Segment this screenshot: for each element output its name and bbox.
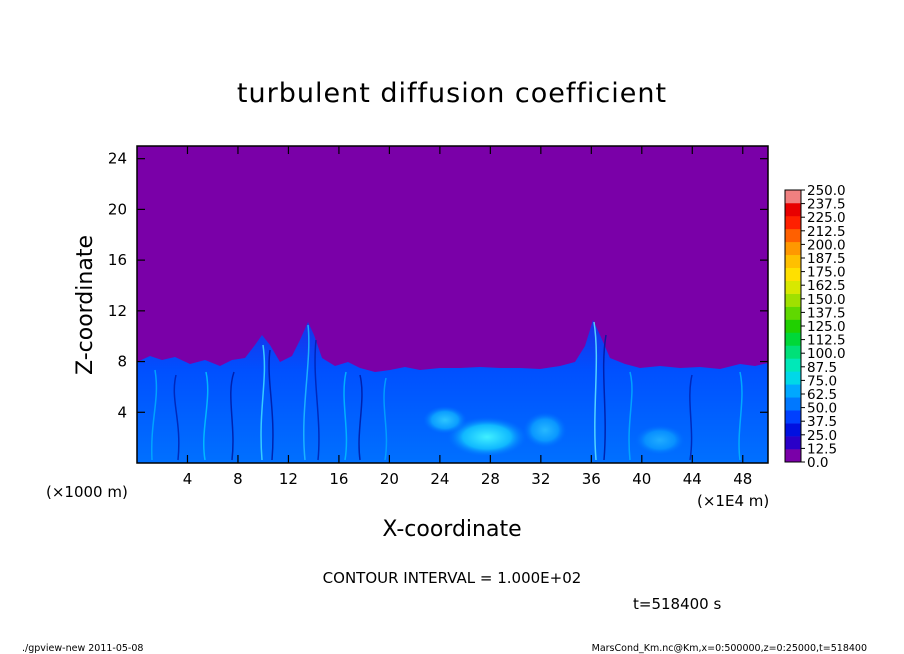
cyan-region [635, 425, 685, 455]
colorbar-label: 25.0 [807, 428, 837, 444]
x-unit-right: (×1E4 m) [697, 492, 769, 510]
colorbar-swatch [785, 449, 801, 463]
x-tick-label: 16 [329, 470, 348, 488]
x-tick-label: 36 [582, 470, 601, 488]
x-tick-label: 40 [632, 470, 651, 488]
colorbar-label: 237.5 [807, 197, 846, 213]
colorbar-swatch [785, 241, 801, 256]
colorbar-swatch [785, 332, 801, 346]
y-tick-label: 20 [108, 200, 127, 218]
y-tick-label: 16 [108, 251, 127, 269]
y-tick-label: 8 [117, 353, 127, 371]
colorbar-label: 112.5 [807, 333, 846, 349]
colorbar-label: 225.0 [807, 210, 846, 226]
y-axis-label: Z-coordinate [73, 235, 98, 375]
x-tick-label: 48 [733, 470, 752, 488]
x-tick-label: 12 [279, 470, 298, 488]
colorbar-label: 200.0 [807, 237, 846, 253]
colorbar-swatch [785, 423, 801, 437]
x-tick-label: 44 [683, 470, 702, 488]
cyan-region [447, 417, 527, 457]
colorbar-swatch [785, 319, 801, 333]
chart-title: turbulent diffusion coefficient [237, 78, 667, 109]
colorbar-swatch [785, 410, 801, 424]
colorbar-swatch [785, 293, 801, 307]
y-tick-label: 4 [117, 403, 127, 421]
x-tick-label: 20 [380, 470, 399, 488]
colorbar-swatch [785, 190, 801, 204]
colorbar-swatch [785, 384, 801, 398]
x-axis-label: X-coordinate [382, 517, 521, 542]
cyan-region [423, 406, 467, 434]
colorbar-swatch [785, 358, 801, 372]
colorbar-label: 212.5 [807, 224, 846, 240]
plot-area [137, 146, 768, 463]
colorbar-swatch [785, 345, 801, 359]
x-tick-label: 32 [531, 470, 550, 488]
colorbar-label: 87.5 [807, 360, 837, 376]
cyan-region [523, 412, 567, 448]
y-tick-label: 12 [108, 302, 127, 320]
y-tick-label: 24 [108, 150, 127, 168]
colorbar-label: 162.5 [807, 278, 846, 294]
plot-frame [136, 145, 769, 464]
time-label: t=518400 s [633, 595, 721, 613]
colorbar-label: 187.5 [807, 251, 846, 267]
x-tick-label: 24 [430, 470, 449, 488]
colorbar-swatch [785, 254, 801, 269]
colorbar-swatch [785, 397, 801, 411]
colorbar-swatch [785, 306, 801, 320]
colorbar-label: 12.5 [807, 441, 837, 457]
colorbar-label: 175.0 [807, 265, 846, 281]
contour-interval: CONTOUR INTERVAL = 1.000E+02 [323, 569, 582, 587]
x-tick-label: 8 [233, 470, 243, 488]
x-tick-label: 28 [481, 470, 500, 488]
colorbar-swatch [785, 202, 801, 217]
colorbar-swatch [785, 371, 801, 385]
colorbar-label: 100.0 [807, 346, 846, 362]
colorbar-swatch [785, 228, 801, 243]
colorbar-swatch [785, 267, 801, 281]
colorbar-label: 150.0 [807, 292, 846, 308]
colorbar-label: 0.0 [807, 455, 828, 471]
footer-right: MarsCond_Km.nc@Km,x=0:500000,z=0:25000,t… [592, 643, 867, 654]
colorbar-label: 37.5 [807, 414, 837, 430]
colorbar-label: 125.0 [807, 319, 846, 335]
x-tick-label: 4 [183, 470, 193, 488]
colorbar-swatch [785, 280, 801, 294]
colorbar-label: 250.0 [807, 183, 846, 199]
colorbar-label: 50.0 [807, 401, 837, 417]
colorbar: 0.012.525.037.550.062.575.087.5100.0112.… [784, 183, 846, 471]
colorbar-label: 137.5 [807, 305, 846, 321]
colorbar-label: 75.0 [807, 373, 837, 389]
colorbar-swatch [785, 215, 801, 230]
colorbar-swatch [785, 436, 801, 450]
boundary-layer-field [137, 320, 768, 463]
colorbar-label: 62.5 [807, 387, 837, 403]
footer-left: ./gpview-new 2011-05-08 [22, 643, 143, 654]
x-unit-left: (×1000 m) [46, 483, 128, 501]
turbulent-streaks [150, 321, 743, 461]
